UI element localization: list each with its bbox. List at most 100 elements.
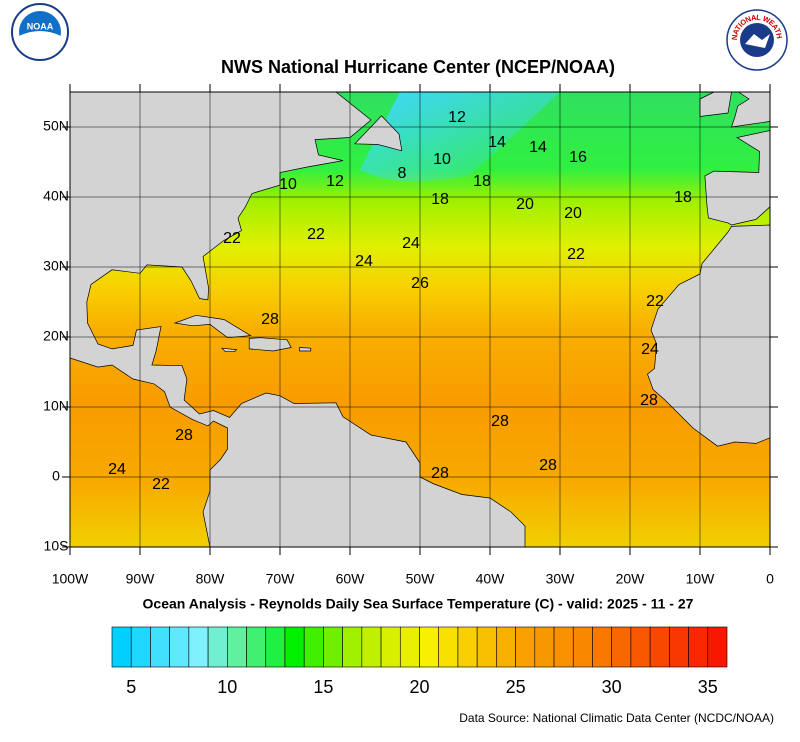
colorbar-box	[246, 626, 267, 668]
colorbar-box	[227, 626, 247, 668]
colorbar-box	[284, 626, 305, 668]
lon-tick-label: 80W	[196, 571, 226, 587]
contour-label: 22	[223, 230, 241, 247]
contour-label: 14	[529, 139, 547, 156]
contour-label: 14	[488, 134, 506, 151]
colorbar-box	[169, 626, 190, 668]
contour-label: 28	[261, 311, 279, 328]
lat-tick-label: 30N	[43, 258, 69, 274]
colorbar-box	[630, 626, 651, 668]
lat-tick-label: 10N	[43, 398, 69, 414]
lat-tick-label: 50N	[43, 118, 69, 134]
contour-label: 22	[152, 476, 170, 493]
colorbar-label: 30	[602, 677, 622, 697]
land	[704, 130, 771, 226]
lat-tick-label: 10S	[44, 538, 69, 554]
lon-tick-label: 60W	[336, 571, 366, 587]
land	[647, 224, 771, 447]
contour-label: 10	[433, 151, 451, 168]
contour-label: 12	[326, 173, 344, 190]
colorbar-box	[611, 626, 632, 668]
title: NWS National Hurricane Center (NCEP/NOAA…	[221, 57, 615, 77]
lon-tick-label: 70W	[266, 571, 296, 587]
contour-label: 20	[516, 196, 534, 213]
colorbar-box	[592, 626, 612, 668]
colorbar-label: 15	[313, 677, 333, 697]
colorbar-box	[688, 626, 709, 668]
contour-label: 12	[448, 109, 466, 126]
lon-tick-label: 90W	[126, 571, 156, 587]
lon-tick-label: 50W	[406, 571, 436, 587]
lon-tick-label: 10W	[686, 571, 716, 587]
contour-label: 28	[539, 457, 557, 474]
contour-label: 24	[402, 235, 420, 252]
land	[248, 337, 292, 352]
land	[173, 314, 252, 339]
colorbar: 5 10 15 20 25 30 35	[111, 626, 728, 697]
nws-logo-text: NATIONAL WEATHER SERVICE	[0, 0, 784, 41]
colorbar-label: 5	[126, 677, 136, 697]
lon-tick-label: 30W	[546, 571, 576, 587]
lat-tick-label: 0	[52, 468, 60, 484]
colorbar-box	[457, 626, 478, 668]
colorbar-box	[323, 626, 343, 668]
colorbar-label: 20	[409, 677, 429, 697]
contour-label: 18	[473, 173, 491, 190]
contour-label: 22	[567, 246, 585, 263]
colorbar-box	[534, 626, 555, 668]
colorbar-box	[303, 626, 324, 668]
colorbar-box	[207, 626, 228, 668]
colorbar-box	[265, 626, 286, 668]
contour-label: 24	[355, 253, 373, 270]
noaa-logo-text: NOAA	[27, 21, 54, 31]
contour-label: 28	[175, 427, 193, 444]
land	[299, 347, 312, 352]
colorbar-box	[649, 626, 670, 668]
contour-label: 24	[108, 461, 126, 478]
colorbar-box	[419, 626, 440, 668]
lon-tick-label: 0	[766, 571, 774, 587]
colorbar-box	[669, 626, 689, 668]
contour-label: 18	[431, 191, 449, 208]
colorbar-box	[111, 626, 132, 668]
contour-label: 28	[640, 392, 658, 409]
contour-label: 18	[674, 189, 692, 206]
colorbar-box	[361, 626, 382, 668]
colorbar-box	[399, 626, 420, 668]
colorbar-box	[707, 626, 728, 668]
colorbar-box	[553, 626, 574, 668]
colorbar-box	[130, 626, 151, 668]
subtitle: Ocean Analysis - Reynolds Daily Sea Surf…	[143, 596, 694, 612]
colorbar-box	[188, 626, 209, 668]
lat-tick-label: 40N	[43, 188, 69, 204]
contour-label: 28	[491, 413, 509, 430]
axes: 100W 90W 80W 70W 60W 50W 40W 30W 20W 10W 0 10S 0 10N 2…	[43, 84, 778, 587]
colorbar-box	[150, 626, 170, 668]
contour-label: 20	[564, 205, 582, 222]
land-layer	[69, 91, 771, 548]
lon-tick-label: 20W	[616, 571, 646, 587]
contour-label: 22	[307, 226, 325, 243]
colorbar-box	[496, 626, 516, 668]
colorbar-box	[515, 626, 536, 668]
colorbar-label: 25	[506, 677, 526, 697]
contour-label: 28	[431, 465, 449, 482]
colorbar-label: 35	[698, 677, 718, 697]
lat-tick-label: 20N	[43, 328, 69, 344]
colorbar-box	[380, 626, 401, 668]
contour-label: 16	[569, 149, 587, 166]
colorbar-box	[572, 626, 593, 668]
nws-logo-textpath: NATIONAL WEATHER SERVICE	[0, 0, 784, 41]
land	[354, 115, 403, 152]
contour-label: 24	[641, 341, 659, 358]
contour-label: 10	[279, 176, 297, 193]
noaa-logo: NOAA	[11, 3, 69, 61]
colorbar-label: 10	[217, 677, 237, 697]
cold-water	[360, 92, 560, 182]
contour-label: 8	[398, 165, 407, 182]
lon-tick-label: 40W	[476, 571, 506, 587]
contour-label: 22	[646, 293, 664, 310]
colorbar-box	[342, 626, 363, 668]
